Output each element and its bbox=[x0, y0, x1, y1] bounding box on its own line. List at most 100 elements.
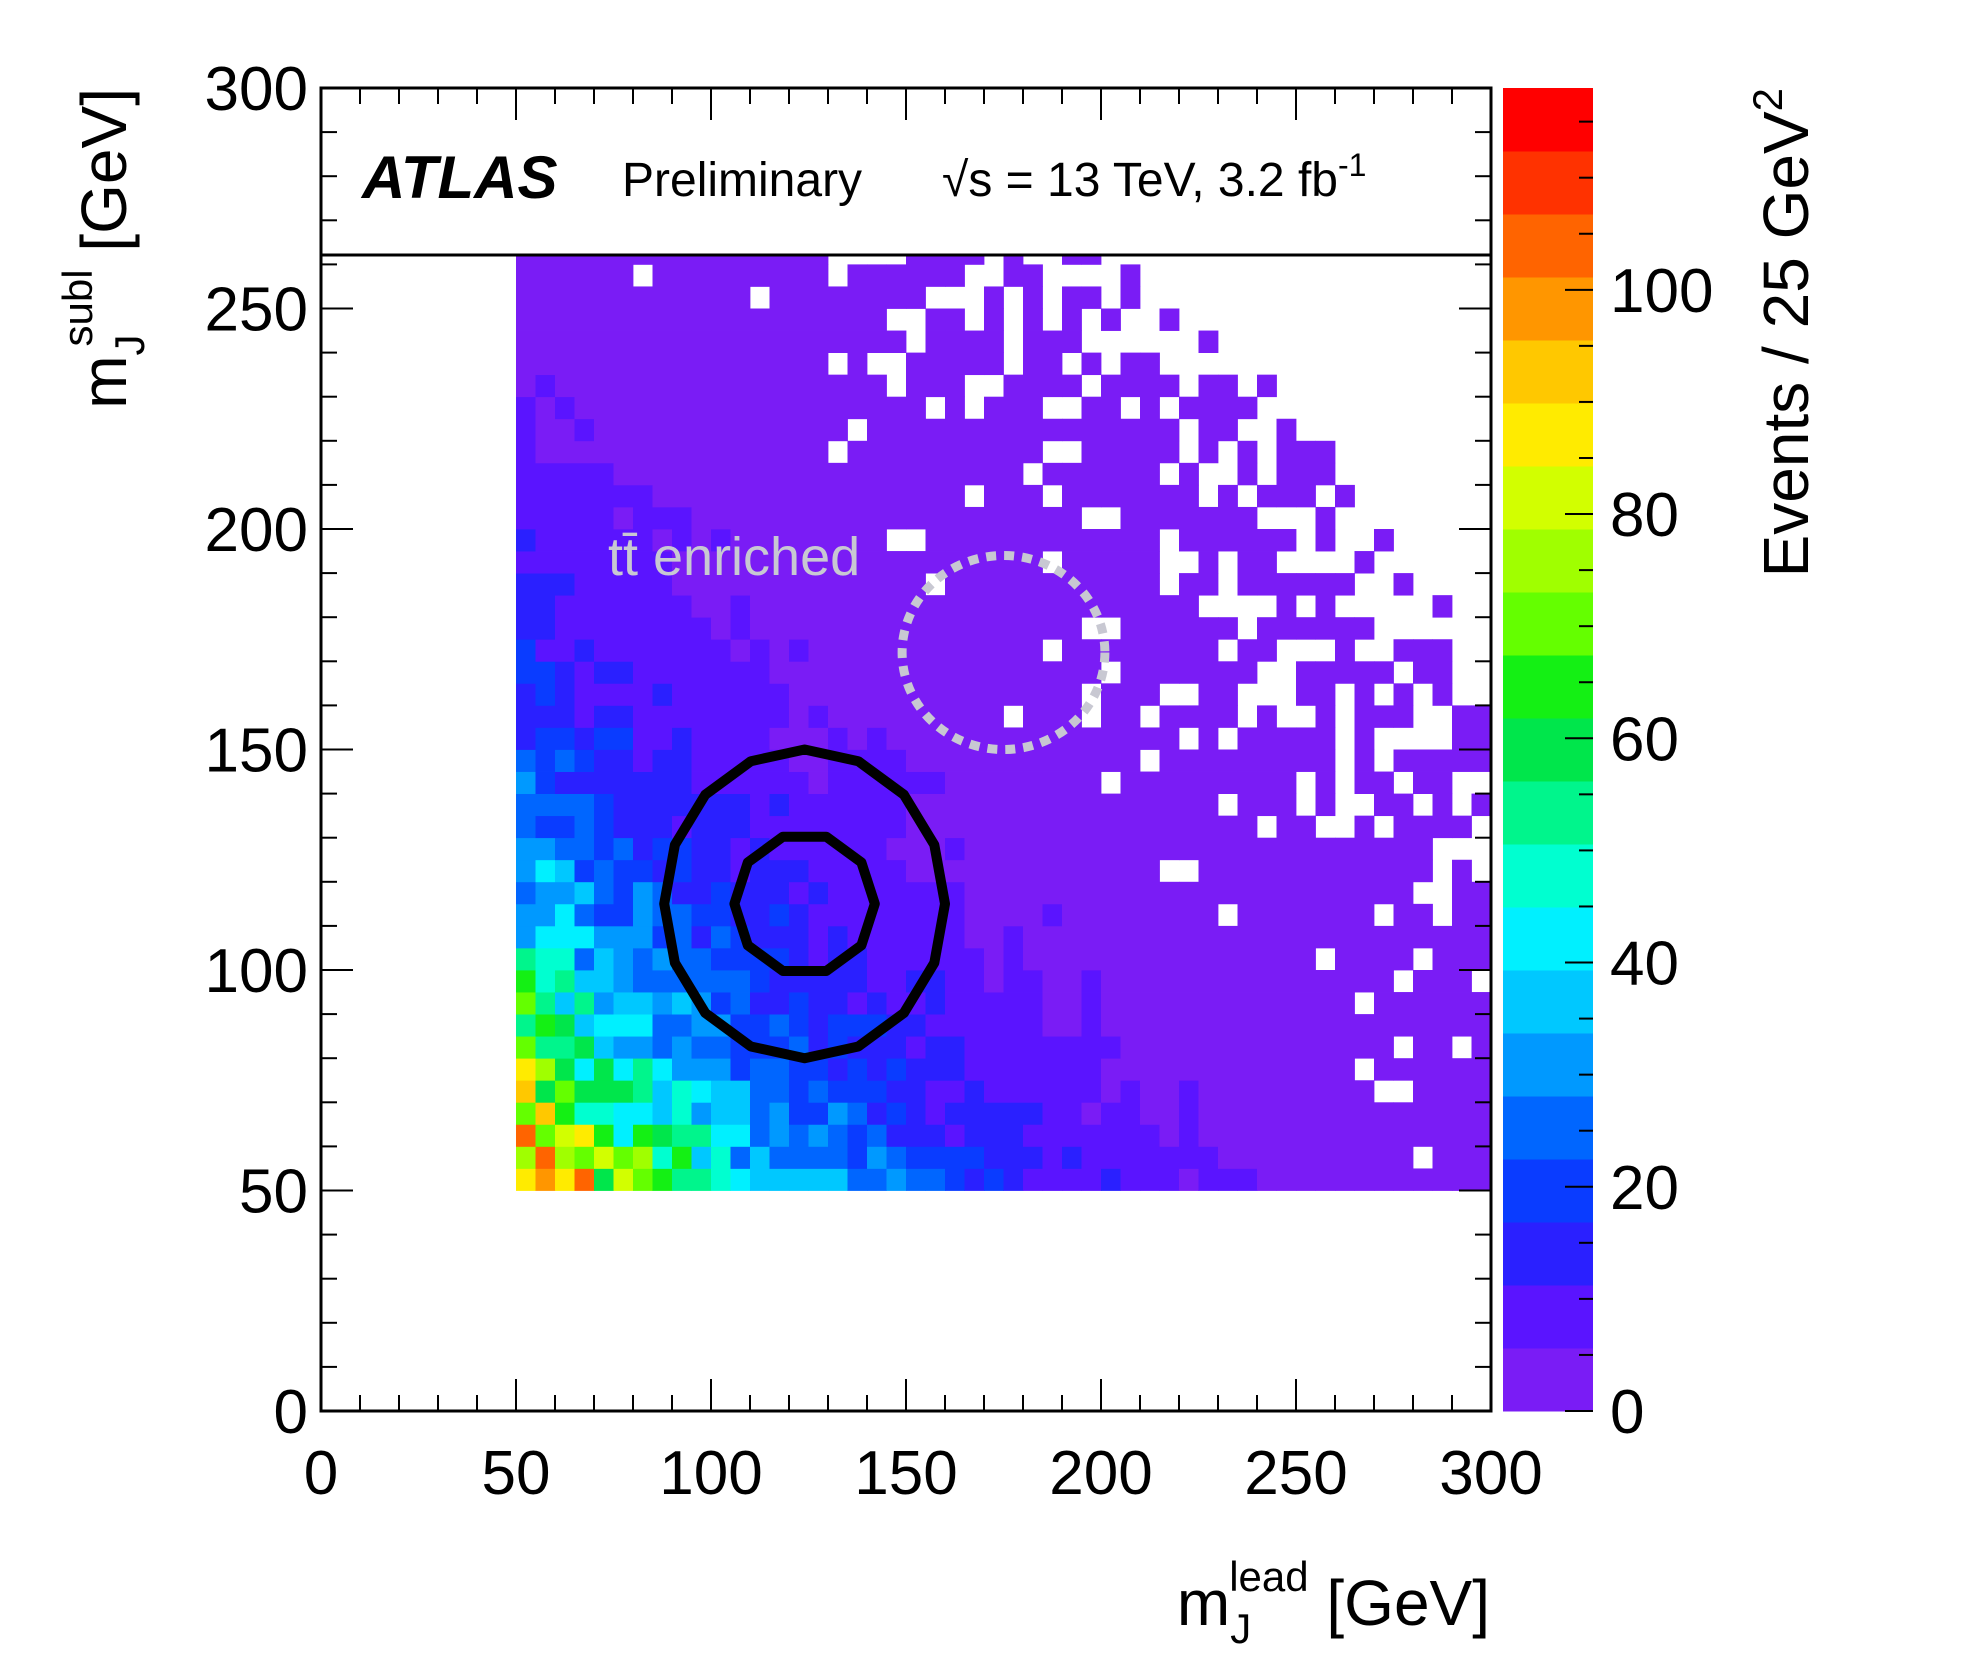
heatmap-cell bbox=[1062, 903, 1082, 927]
heatmap-cell bbox=[1296, 749, 1316, 772]
heatmap-cell bbox=[535, 749, 556, 772]
heatmap-cell bbox=[769, 903, 790, 927]
heatmap-cell bbox=[1003, 396, 1024, 420]
heatmap-cell bbox=[613, 617, 634, 640]
heatmap-cell bbox=[750, 705, 770, 728]
heatmap-cell bbox=[1296, 573, 1316, 596]
signal-region-outer-contour bbox=[659, 744, 950, 1064]
heatmap-cell bbox=[789, 705, 809, 728]
heatmap-cell bbox=[1218, 1124, 1238, 1147]
heatmap-cell bbox=[1276, 595, 1297, 618]
heatmap-cell bbox=[1179, 573, 1199, 596]
color-scale-tick-label: 20 bbox=[1610, 1154, 1679, 1223]
heatmap-cell bbox=[574, 661, 595, 684]
heatmap-cell bbox=[613, 374, 634, 398]
heatmap-cell bbox=[1413, 859, 1433, 883]
heatmap-cell bbox=[730, 440, 751, 464]
heatmap-cell bbox=[652, 639, 673, 662]
heatmap-cell bbox=[613, 947, 634, 971]
heatmap-cell bbox=[672, 484, 692, 508]
heatmap-cell bbox=[594, 661, 614, 684]
heatmap-cell bbox=[1081, 793, 1102, 817]
heatmap-cell bbox=[1042, 881, 1063, 905]
heatmap-cell bbox=[789, 992, 809, 1015]
heatmap-cell bbox=[789, 881, 809, 905]
heatmap-cell bbox=[652, 683, 673, 706]
heatmap-cell bbox=[1120, 551, 1141, 574]
heatmap-cell bbox=[1023, 639, 1043, 662]
color-scale-band bbox=[1503, 88, 1593, 152]
heatmap-cell bbox=[633, 771, 653, 794]
heatmap-cell bbox=[1140, 947, 1160, 971]
heatmap-cell bbox=[945, 595, 965, 618]
heatmap-cell bbox=[925, 484, 946, 508]
heatmap-cell bbox=[886, 1124, 907, 1147]
heatmap-cell bbox=[750, 925, 770, 949]
heatmap-cell bbox=[1432, 1168, 1453, 1191]
heatmap-cell bbox=[711, 1124, 731, 1147]
heatmap-cell bbox=[847, 661, 868, 684]
heatmap-cell bbox=[1140, 815, 1160, 839]
heatmap-cell bbox=[613, 925, 634, 949]
heatmap-cell bbox=[1198, 970, 1219, 993]
heatmap-cell bbox=[1159, 661, 1180, 684]
heatmap-cell bbox=[1003, 903, 1024, 927]
heatmap-cell bbox=[1218, 506, 1238, 530]
heatmap-cell bbox=[1042, 1080, 1063, 1103]
heatmap-cell bbox=[1179, 947, 1199, 971]
heatmap-cell bbox=[711, 573, 731, 596]
heatmap-cell bbox=[613, 859, 634, 883]
heatmap-cell bbox=[789, 1124, 809, 1147]
x-title-sub: J bbox=[1230, 1605, 1251, 1652]
heatmap-cell bbox=[1315, 749, 1336, 772]
heatmap-cell bbox=[1257, 1014, 1277, 1037]
heatmap-cell bbox=[1179, 1036, 1199, 1059]
heatmap-cell bbox=[1257, 1102, 1277, 1125]
heatmap-cell bbox=[1354, 617, 1375, 640]
heatmap-cell bbox=[1023, 308, 1043, 331]
heatmap-cell bbox=[711, 881, 731, 905]
heatmap-cell bbox=[1257, 771, 1277, 794]
heatmap-cell bbox=[594, 947, 614, 971]
heatmap-cell bbox=[945, 396, 965, 420]
heatmap-cell bbox=[1120, 793, 1141, 817]
heatmap-cell bbox=[1198, 1036, 1219, 1059]
y-title-sub: J bbox=[106, 334, 153, 355]
color-scale-band bbox=[1503, 529, 1593, 593]
color-scale-band bbox=[1503, 907, 1593, 971]
heatmap-cell bbox=[1354, 661, 1375, 684]
heatmap-cell bbox=[1120, 1168, 1141, 1191]
heatmap-cell bbox=[613, 771, 634, 794]
heatmap-cell bbox=[867, 573, 887, 596]
heatmap-cell bbox=[555, 749, 575, 772]
heatmap-cell bbox=[516, 1146, 536, 1169]
heatmap-cell bbox=[633, 705, 653, 728]
heatmap-cell bbox=[516, 595, 536, 618]
heatmap-cell bbox=[828, 374, 848, 398]
heatmap-cell bbox=[1140, 793, 1160, 817]
heatmap-cell bbox=[925, 1146, 946, 1169]
heatmap-cell bbox=[691, 484, 712, 508]
heatmap-cell bbox=[1432, 661, 1453, 684]
heatmap-cell bbox=[672, 1124, 692, 1147]
heatmap-cell bbox=[1315, 771, 1336, 794]
heatmap-cell bbox=[691, 440, 712, 464]
heatmap-cell bbox=[925, 551, 946, 574]
heatmap-cell bbox=[828, 617, 848, 640]
heatmap-cell bbox=[867, 286, 887, 309]
heatmap-cell bbox=[516, 1080, 536, 1103]
heatmap-cell bbox=[516, 970, 536, 993]
heatmap-cell bbox=[945, 749, 965, 772]
heatmap-cell bbox=[652, 1168, 673, 1191]
heatmap-cell bbox=[1413, 925, 1433, 949]
heatmap-cell bbox=[652, 771, 673, 794]
heatmap-cell bbox=[1471, 1014, 1492, 1037]
heatmap-cell bbox=[769, 396, 790, 420]
heatmap-cell bbox=[1335, 925, 1355, 949]
heatmap-cell bbox=[789, 1146, 809, 1169]
heatmap-cell bbox=[1159, 992, 1180, 1015]
heatmap-cell bbox=[1257, 374, 1277, 398]
heatmap-cell bbox=[1120, 859, 1141, 883]
heatmap-cell bbox=[730, 617, 751, 640]
heatmap-cell bbox=[828, 881, 848, 905]
